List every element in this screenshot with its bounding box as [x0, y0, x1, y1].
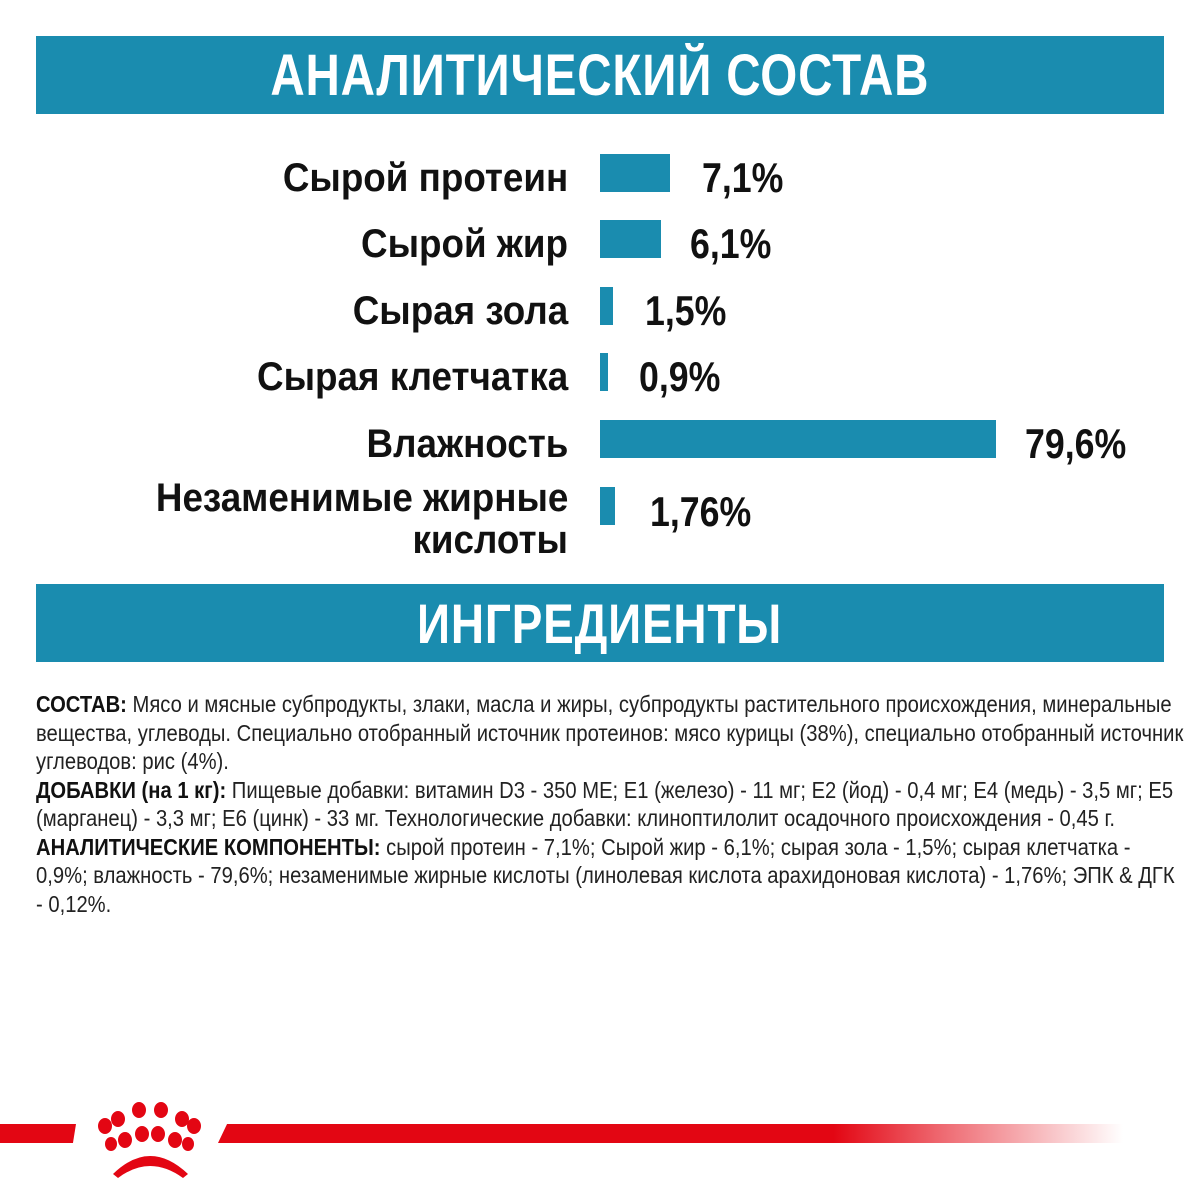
brand-stripe-right [218, 1124, 1123, 1143]
brand-stripe-left [0, 1124, 76, 1143]
row-value: 6,1% [690, 220, 772, 267]
bar [600, 220, 661, 258]
row-label: Влажность [366, 422, 568, 466]
section-title: АНАЛИТИЧЕСКИЙ СОСТАВ [270, 42, 930, 108]
row-label: Сырая зола [352, 289, 568, 333]
bar [600, 154, 670, 192]
row-value: 1,76% [650, 488, 752, 535]
row-value: 1,5% [645, 287, 727, 334]
row-label-continued: кислоты [412, 518, 568, 562]
additives-text: Пищевые добавки: витамин D3 - 350 МЕ; Е1… [36, 776, 1174, 832]
row-label: Сырой протеин [282, 156, 568, 200]
row-value: 7,1% [702, 154, 784, 201]
analytical-text: сырой протеин - 7,1%; Сырой жир - 6,1%; … [36, 833, 1175, 917]
analytical-composition-banner: АНАЛИТИЧЕСКИЙ СОСТАВ [36, 36, 1164, 114]
bar [600, 487, 615, 525]
bar [600, 287, 613, 325]
royal-canin-crown-logo-icon [98, 1102, 201, 1178]
bar [600, 353, 608, 391]
row-label: Сырая клетчатка [256, 355, 568, 399]
additives-label: ДОБАВКИ (на 1 кг): [36, 776, 227, 803]
composition-label: СОСТАВ: [36, 691, 127, 717]
ingredients-banner: ИНГРЕДИЕНТЫ [36, 584, 1164, 662]
section-title: ИНГРЕДИЕНТЫ [417, 591, 783, 655]
analytical-label: АНАЛИТИЧЕСКИЕ КОМПОНЕНТЫ: [36, 833, 381, 860]
bar [600, 420, 996, 458]
row-label: Сырой жир [361, 222, 568, 266]
row-value: 0,9% [639, 353, 721, 400]
row-label: Незаменимые жирные [155, 476, 568, 520]
ingredients-text: СОСТАВ: Мясо и мясные субпродукты, злаки… [36, 690, 1186, 918]
row-value: 79,6% [1025, 420, 1127, 467]
composition-text: Мясо и мясные субпродукты, злаки, масла … [36, 691, 1184, 774]
